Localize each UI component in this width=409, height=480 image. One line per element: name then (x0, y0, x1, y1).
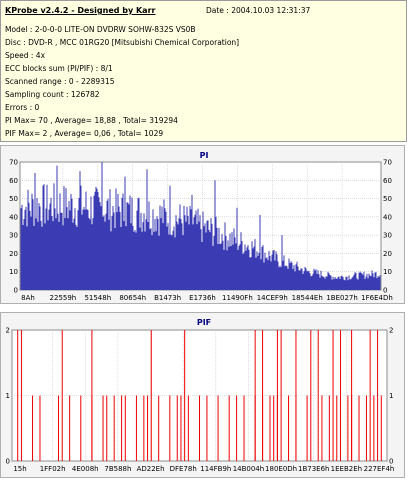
pif-x-tick: 180E0Dh (265, 465, 297, 473)
pi-x-tick: 18544Eh (292, 294, 323, 302)
info-pif-stats: PIF Max= 2 , Average= 0,06 , Total= 1029 (5, 129, 164, 138)
pif-y-tick-left: 0 (6, 458, 10, 466)
pi-x-tick: 8Ah (21, 294, 35, 302)
pi-y-tick-right: 50 (383, 195, 392, 203)
pif-y-tick-right: 1 (389, 392, 393, 400)
pi-x-tick: 11490Fh (222, 294, 253, 302)
pif-x-axis: 15h 1FF02h 4E008h 7B588h AD22Eh DFE78h 114FB9h… (13, 465, 394, 473)
pif-x-tick: 4E008h (72, 465, 99, 473)
pi-y-axis-right: 0 10 20 30 40 50 60 70 (383, 159, 392, 295)
pi-y-tick-right: 10 (383, 268, 392, 276)
pif-x-tick: 1B73E6h (298, 465, 329, 473)
pif-x-tick: 1FF02h (40, 465, 66, 473)
pif-gridlines (12, 330, 387, 461)
pi-y-tick-left: 30 (9, 232, 18, 240)
pif-y-tick-left: 2 (6, 327, 10, 335)
pif-x-tick: 14B004h (233, 465, 265, 473)
pi-x-tick: 14CEF9h (257, 294, 288, 302)
info-ecc-blocks: ECC blocks sum (PI/PIF) : 8/1 (5, 64, 113, 73)
pi-y-tick-left: 0 (14, 287, 18, 295)
pif-y-tick-right: 0 (389, 458, 393, 466)
pi-y-tick-left: 50 (9, 195, 18, 203)
pif-x-tick: 15h (13, 465, 26, 473)
pi-x-tick: 51548h (84, 294, 111, 302)
pi-y-tick-right: 40 (383, 213, 392, 221)
info-speed: Speed : 4x (5, 51, 46, 60)
info-pi-stats: PI Max= 70 , Average= 18,88 , Total= 319… (5, 116, 178, 125)
pif-y-axis-left: 0 1 2 (6, 327, 10, 466)
pi-y-tick-right: 20 (383, 250, 392, 258)
pi-chart-title: PI (200, 151, 209, 160)
info-scanned-range: Scanned range : 0 - 2289315 (5, 77, 115, 86)
pi-y-tick-left: 20 (9, 250, 18, 258)
pif-bars (17, 330, 382, 461)
pi-x-axis: 8Ah 22559h 51548h 80654h B1473h E1736h 11490Fh… (21, 294, 393, 302)
pi-x-tick: 1BE027h (326, 294, 357, 302)
pi-y-tick-left: 60 (9, 177, 18, 185)
pi-x-tick: E1736h (189, 294, 216, 302)
pi-y-tick-right: 30 (383, 232, 392, 240)
info-panel: KProbe v2.4.2 - Designed by Karr Date : … (0, 0, 407, 142)
pif-y-axis-right: 0 1 2 (389, 327, 393, 466)
pif-x-tick: 227EF4h (364, 465, 395, 473)
pif-y-tick-right: 2 (389, 327, 393, 335)
info-errors: Errors : 0 (5, 103, 40, 112)
pi-y-tick-left: 40 (9, 213, 18, 221)
pi-x-tick: 22559h (50, 294, 77, 302)
pi-y-tick-right: 70 (383, 159, 392, 167)
pif-chart-title: PIF (197, 318, 211, 327)
pi-x-tick: B1473h (154, 294, 181, 302)
pif-x-tick: 1EEB2Eh (331, 465, 362, 473)
pi-chart: PI 0 10 20 30 40 50 60 70 0 10 20 30 40 50 60 70 8Ah 22… (0, 145, 405, 304)
pi-x-tick: 1F6E4Dh (361, 294, 393, 302)
pif-x-tick: 114FB9h (200, 465, 231, 473)
pif-x-tick: DFE78h (170, 465, 197, 473)
scan-date: Date : 2004.10.03 12:31:37 (206, 6, 311, 15)
pi-x-tick: 80654h (119, 294, 146, 302)
pif-x-tick: AD22Eh (137, 465, 165, 473)
pi-y-tick-left: 70 (9, 159, 18, 167)
pi-y-tick-left: 10 (9, 268, 18, 276)
pif-chart: PIF 0 1 2 0 1 2 15h 1FF02h 4E008h 7B588h AD22Eh D… (0, 312, 405, 478)
pi-y-tick-right: 0 (383, 287, 387, 295)
pi-bars (20, 162, 381, 290)
info-model: Model : 2-0-0-0 LITE-ON DVDRW SOHW-832S … (5, 25, 196, 34)
info-sampling-count: Sampling count : 126782 (5, 90, 100, 99)
app-title: KProbe v2.4.2 - Designed by Karr (5, 6, 156, 15)
pi-y-tick-right: 60 (383, 177, 392, 185)
pif-y-tick-left: 1 (6, 392, 10, 400)
info-disc: Disc : DVD-R , MCC 01RG20 [Mitsubishi Ch… (5, 38, 240, 47)
pi-y-axis-left: 0 10 20 30 40 50 60 70 (9, 159, 18, 295)
pif-x-tick: 7B588h (104, 465, 131, 473)
